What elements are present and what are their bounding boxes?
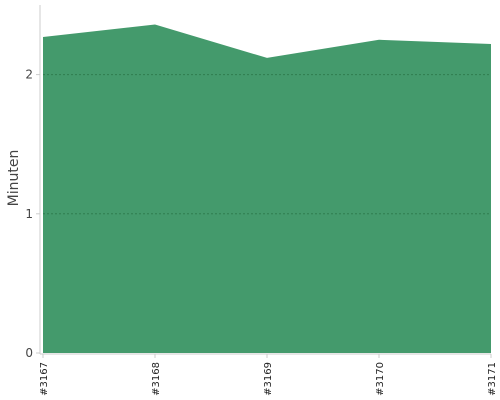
y-axis-ticks: 0 1 2 [25, 68, 40, 360]
x-tick-label: #3171 [487, 362, 498, 396]
area-series [43, 24, 491, 353]
area-series-0 [43, 24, 491, 353]
y-tick-label: 0 [25, 346, 33, 360]
y-axis-title: Minuten [6, 150, 22, 207]
y-tick-label: 2 [25, 68, 33, 82]
x-tick-label: #3167 [39, 362, 50, 396]
x-tick-label: #3170 [375, 362, 386, 396]
x-axis-ticks: #3167 #3168 #3169 #3170 #3171 [39, 354, 498, 396]
axes [39, 5, 491, 355]
x-tick-label: #3169 [263, 362, 274, 396]
x-tick-label: #3168 [151, 362, 162, 396]
grid-lines [43, 74, 491, 215]
y-tick-label: 1 [25, 207, 33, 221]
